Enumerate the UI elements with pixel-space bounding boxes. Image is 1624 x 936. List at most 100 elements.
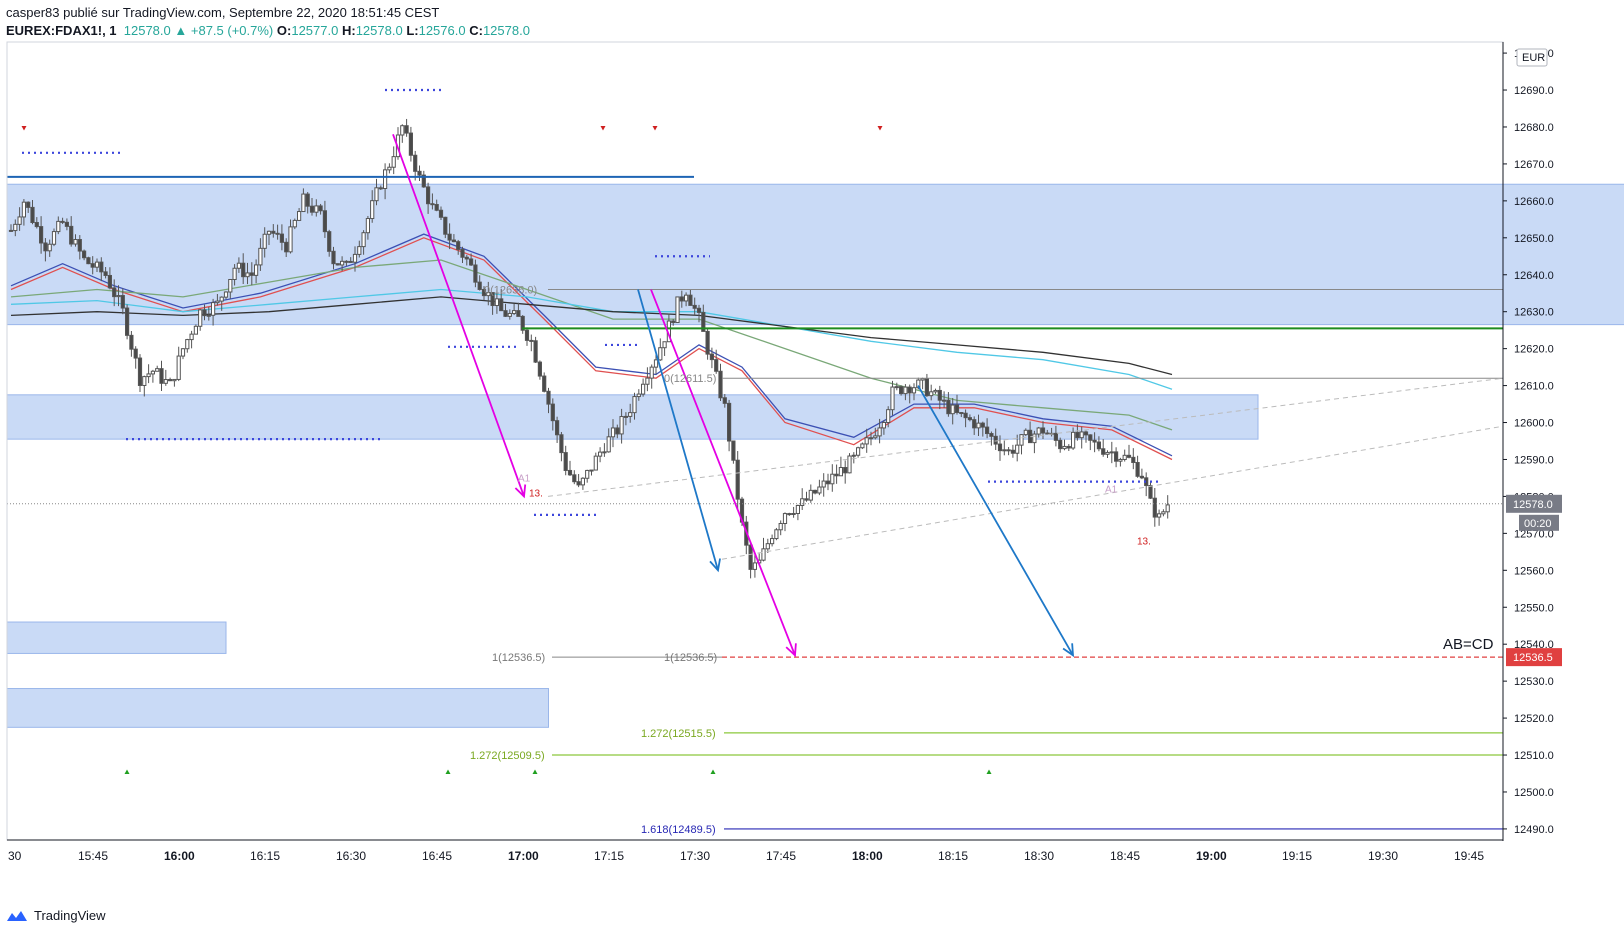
x-tick-label: 19:45 — [1454, 849, 1484, 863]
blue-arrow-1 — [637, 289, 719, 571]
candle-body — [266, 230, 272, 235]
candle-body — [679, 296, 684, 302]
candle-body — [408, 132, 413, 156]
candle-body — [1105, 451, 1110, 455]
candle-body — [572, 474, 577, 483]
candle-body — [877, 427, 882, 437]
candle-body — [533, 340, 538, 363]
candle-body — [954, 404, 960, 414]
x-tick-label: 16:00 — [164, 849, 195, 863]
a1-marker-1: A1 — [518, 474, 531, 485]
candle-body — [13, 223, 18, 232]
candle-body — [1058, 439, 1063, 450]
y-tick-label: 12590.0 — [1514, 454, 1554, 466]
candle-body — [615, 427, 620, 435]
candle-body — [176, 355, 181, 380]
candle-body — [1066, 445, 1071, 449]
open-value: 12577.0 — [291, 23, 339, 38]
candle-body — [120, 295, 125, 309]
candle-body — [593, 455, 598, 471]
zone-3 — [6, 688, 549, 728]
candle-body — [357, 246, 362, 255]
candle-body — [868, 437, 874, 440]
fib-label-one-2: 1(12536.5) — [664, 652, 717, 664]
target-price-tag-label: 12536.5 — [1513, 652, 1553, 664]
candle-body — [232, 267, 237, 280]
candle-body — [193, 325, 199, 335]
candle-body — [559, 434, 564, 454]
candle-body — [924, 378, 929, 397]
candle-body — [886, 409, 891, 423]
candle-body — [335, 263, 340, 266]
candle-body — [473, 264, 478, 283]
candle-body — [370, 200, 375, 220]
candle-body — [460, 248, 465, 258]
candle-body — [438, 209, 444, 218]
candle-body — [211, 302, 216, 316]
candle-body — [632, 396, 637, 414]
candle-body — [112, 287, 117, 298]
candle-body — [653, 359, 659, 368]
candle-body — [348, 260, 353, 263]
candle-body — [761, 548, 766, 561]
candle-body — [606, 436, 611, 453]
candle-body — [30, 206, 35, 224]
candle-body — [155, 368, 160, 372]
candle-body — [116, 295, 121, 298]
candle-body — [1062, 445, 1067, 450]
candle-body — [649, 366, 654, 379]
candle-body — [602, 451, 607, 454]
blue-arrow-1-head — [709, 558, 721, 573]
candle-body — [133, 348, 138, 359]
fib-label-1272-a: 1.272(12515.5) — [641, 728, 716, 740]
open-label: O: — [276, 23, 292, 38]
sell-marker-3 — [877, 126, 883, 131]
candle-body — [1032, 433, 1037, 444]
magenta-arrow-2 — [650, 289, 796, 656]
candle-body — [911, 387, 917, 394]
candle-body — [464, 256, 469, 260]
chart-header: casper83 publié sur TradingView.com, Sep… — [6, 4, 530, 40]
candle-body — [142, 376, 147, 386]
candle-body — [129, 334, 134, 350]
candle-body — [701, 311, 706, 332]
y-tick-label: 12670.0 — [1514, 159, 1554, 171]
tradingview-logo-icon[interactable] — [6, 909, 28, 923]
candle-body — [1135, 461, 1140, 477]
candle-body — [34, 222, 39, 228]
candle-body — [821, 480, 826, 488]
candle-body — [159, 368, 164, 384]
candle-body — [598, 451, 603, 457]
candle-body — [413, 154, 418, 172]
sell-marker-2 — [652, 126, 658, 131]
symbol-name[interactable]: EUREX:FDAX1!, 1 — [6, 23, 117, 38]
candle-body — [718, 370, 723, 399]
footer-brand[interactable]: TradingView — [34, 908, 106, 923]
ma-line-2 — [10, 259, 1173, 431]
candle-body — [1075, 431, 1080, 439]
candle-body — [830, 473, 835, 485]
candle-body — [834, 473, 839, 477]
candle-body — [1045, 432, 1050, 435]
candle-body — [1088, 434, 1093, 441]
candle-body — [137, 357, 143, 386]
candle-body — [817, 486, 822, 494]
magenta-arrow-1-head — [514, 484, 527, 499]
candle-body — [1126, 454, 1132, 458]
candle-body — [245, 272, 250, 278]
candle-body — [262, 233, 267, 249]
candle-body — [309, 205, 315, 213]
y-tick-label: 12490.0 — [1514, 824, 1554, 836]
candle-body — [1071, 431, 1076, 449]
fib-label-1272-b: 1.272(12509.5) — [470, 750, 545, 762]
candle-body — [929, 391, 934, 397]
candle-body — [576, 481, 581, 486]
candle-body — [318, 205, 323, 212]
candle-body — [580, 477, 585, 486]
close-value: 12578.0 — [482, 23, 530, 38]
x-tick-label: 16:45 — [422, 849, 452, 863]
candle-body — [180, 348, 186, 357]
candle-body — [86, 257, 91, 265]
candle-body — [125, 307, 130, 336]
